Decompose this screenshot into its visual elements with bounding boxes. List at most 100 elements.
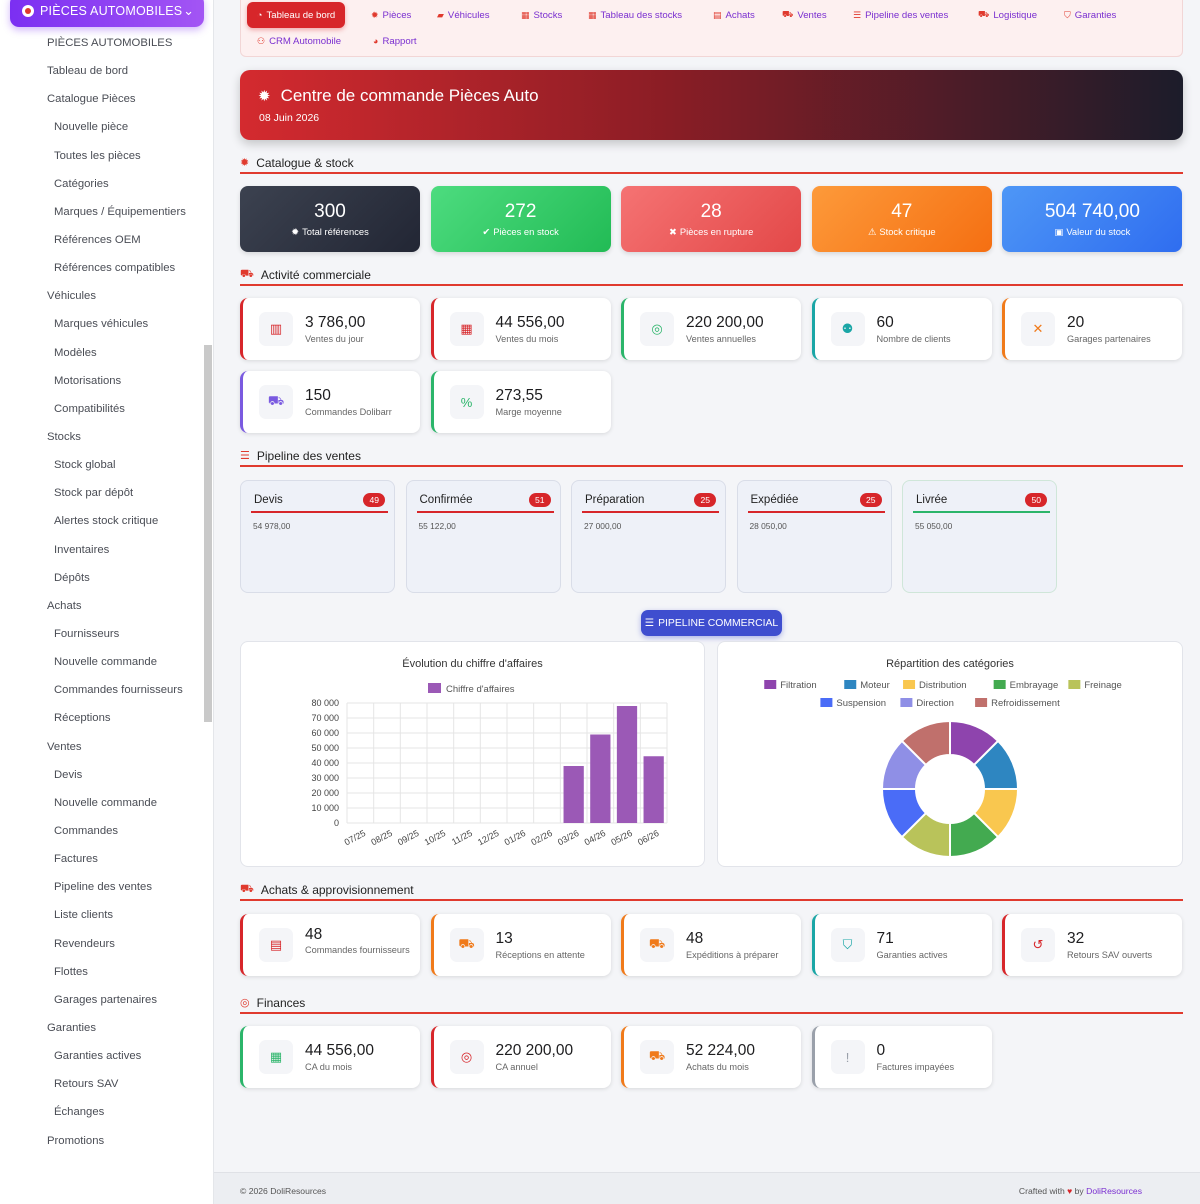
sidebar-item[interactable]: Inventaires <box>0 536 204 564</box>
pipeline-stage-amount: 55 122,00 <box>418 521 456 531</box>
sidebar: PIÈCES AUTOMOBILES ⌄ PIÈCES AUTOMOBILES T… <box>0 0 214 1204</box>
stat-card[interactable]: 47 ⚠ Stock critique <box>811 186 992 252</box>
bar[interactable] <box>643 756 664 823</box>
tab-garanties[interactable]: ⛉ Garanties <box>1056 2 1124 28</box>
pipeline-stage-card[interactable]: Préparation 25 27 000,00 <box>571 480 726 593</box>
pipeline-commercial-button[interactable]: ☰ PIPELINE COMMERCIAL <box>641 610 782 636</box>
pipeline-stage-card[interactable]: Devis 49 54 978,00 <box>240 480 395 593</box>
footer-brand-link[interactable]: DoliResources <box>1086 1186 1142 1196</box>
kpi-card[interactable]: ▦ 44 556,00 Ventes du mois <box>430 298 611 360</box>
sidebar-item[interactable]: Commandes fournisseurs <box>0 676 204 704</box>
kpi-card[interactable]: ⛟ 52 224,00 Achats du mois <box>621 1026 801 1088</box>
legend-item[interactable]: Direction <box>900 698 954 709</box>
stat-value: 47 <box>891 201 913 222</box>
sidebar-item[interactable]: Motorisations <box>0 367 204 395</box>
sidebar-item[interactable]: Achats <box>0 592 204 620</box>
kpi-card[interactable]: ▥ 3 786,00 Ventes du jour <box>240 298 420 360</box>
sidebar-item[interactable]: Stock global <box>0 451 204 479</box>
sidebar-item[interactable]: Alertes stock critique <box>0 507 204 535</box>
sidebar-item[interactable]: Références compatibles <box>0 254 204 282</box>
bar[interactable] <box>590 734 611 824</box>
sidebar-item[interactable]: PIÈCES AUTOMOBILES <box>0 29 204 57</box>
sidebar-item[interactable]: Nouvelle pièce <box>0 113 204 141</box>
sidebar-item[interactable]: Garanties actives <box>0 1042 204 1070</box>
sidebar-item[interactable]: Tableau de bord <box>0 57 204 85</box>
tab-pipeline-des-ventes[interactable]: ☰ Pipeline des ventes <box>845 2 956 28</box>
sidebar-item[interactable]: Promotions <box>0 1126 204 1154</box>
legend-item[interactable]: Refroidissement <box>975 698 1060 709</box>
sidebar-item-label: Pipeline des ventes <box>54 881 152 894</box>
sidebar-item[interactable]: Nouvelle commande <box>0 648 204 676</box>
tab-stocks[interactable]: ▦ Stocks <box>513 2 570 28</box>
kpi-card[interactable]: ✕ 20 Garages partenaires <box>1002 298 1182 360</box>
sidebar-item[interactable]: Liste clients <box>0 901 204 929</box>
kpi-card[interactable]: ◎ 220 200,00 CA annuel <box>430 1026 611 1088</box>
kpi-card[interactable]: ⛟ 48 Expéditions à préparer <box>621 914 801 976</box>
pipeline-stage-card[interactable]: Expédiée 25 28 050,00 <box>736 480 892 593</box>
sidebar-item[interactable]: Catalogue Pièces <box>0 85 204 113</box>
kpi-card[interactable]: ⛟ 13 Réceptions en attente <box>430 914 611 976</box>
sidebar-item[interactable]: Dépôts <box>0 564 204 592</box>
legend-item[interactable]: Embrayage <box>993 680 1059 691</box>
sidebar-item[interactable]: Toutes les pièces <box>0 142 204 170</box>
sidebar-item-label: Fournisseurs <box>54 628 120 641</box>
sidebar-item[interactable]: Nouvelle commande <box>0 789 204 817</box>
kpi-card[interactable]: ▦ 44 556,00 CA du mois <box>240 1026 420 1088</box>
tab-achats[interactable]: ▤ Achats <box>705 2 763 28</box>
legend-item[interactable]: Filtration <box>764 680 817 691</box>
kpi-card[interactable]: ↺ 32 Retours SAV ouverts <box>1002 914 1182 976</box>
tab-logistique[interactable]: ⛟ Logistique <box>970 2 1045 28</box>
sidebar-item[interactable]: Échanges <box>0 1098 204 1126</box>
tab-pièces[interactable]: ✹ Pièces <box>363 2 419 28</box>
sidebar-item[interactable]: Fournisseurs <box>0 620 204 648</box>
kpi-card[interactable]: ⛉ 71 Garanties actives <box>811 914 992 976</box>
sidebar-item[interactable]: Compatibilités <box>0 395 204 423</box>
bar[interactable] <box>563 766 584 823</box>
sidebar-item[interactable]: Marques / Équipementiers <box>0 198 204 226</box>
tab-tableau-de-bord[interactable]: ◔ Tableau de bord <box>247 2 346 28</box>
stat-card[interactable]: 300 ✹ Total références <box>240 186 420 252</box>
sidebar-item[interactable]: Pipeline des ventes <box>0 873 204 901</box>
tab-véhicules[interactable]: ▰ Véhicules <box>429 2 498 28</box>
tab-crm-automobile[interactable]: ⚇ CRM Automobile <box>249 28 349 54</box>
stat-card[interactable]: 504 740,00 ▣ Valeur du stock <box>1002 186 1183 252</box>
pipeline-stage-card[interactable]: Confirmée 51 55 122,00 <box>405 480 561 593</box>
sidebar-item[interactable]: Stock par dépôt <box>0 479 204 507</box>
sidebar-item[interactable]: Commandes <box>0 817 204 845</box>
sidebar-item[interactable]: Véhicules <box>0 282 204 310</box>
legend-item[interactable]: Freinage <box>1068 680 1122 691</box>
sidebar-item[interactable]: Factures <box>0 845 204 873</box>
module-switcher[interactable]: PIÈCES AUTOMOBILES ⌄ <box>10 0 204 27</box>
kpi-card[interactable]: ⛟ 150 Commandes Dolibarr <box>240 371 420 433</box>
sidebar-item[interactable]: Flottes <box>0 958 204 986</box>
sidebar-item[interactable]: Garanties <box>0 1014 204 1042</box>
tab-ventes[interactable]: ⛟ Ventes <box>774 2 835 28</box>
legend-item[interactable]: Suspension <box>820 698 886 709</box>
stat-card[interactable]: 272 ✔ Pièces en stock <box>430 186 611 252</box>
kpi-card[interactable]: % 273,55 Marge moyenne <box>430 371 611 433</box>
sidebar-item[interactable]: Catégories <box>0 170 204 198</box>
donut-slice[interactable] <box>900 719 951 767</box>
kpi-card[interactable]: ▤ 48 Commandes fournisseurs <box>240 914 420 976</box>
tab-rapport[interactable]: ◕ Rapport <box>365 28 425 54</box>
kpi-card[interactable]: ! 0 Factures impayées <box>811 1026 992 1088</box>
kpi-card[interactable]: ⚉ 60 Nombre de clients <box>811 298 992 360</box>
sidebar-item[interactable]: Ventes <box>0 733 204 761</box>
sidebar-item[interactable]: Retours SAV <box>0 1070 204 1098</box>
pipeline-stage-card[interactable]: Livrée 50 55 050,00 <box>902 480 1057 593</box>
sidebar-item[interactable]: Références OEM <box>0 226 204 254</box>
tab-tableau-des-stocks[interactable]: ▦ Tableau des stocks <box>580 2 690 28</box>
sidebar-item[interactable]: Réceptions <box>0 704 204 732</box>
sidebar-item[interactable]: Modèles <box>0 339 204 367</box>
bar[interactable] <box>616 706 638 823</box>
kpi-card[interactable]: ◎ 220 200,00 Ventes annuelles <box>621 298 801 360</box>
legend-item[interactable]: Moteur <box>844 680 890 691</box>
sidebar-item[interactable]: Devis <box>0 761 204 789</box>
sidebar-item[interactable]: Garages partenaires <box>0 986 204 1014</box>
sidebar-item[interactable]: Revendeurs <box>0 930 204 958</box>
sidebar-scrollbar[interactable] <box>204 345 212 722</box>
sidebar-item[interactable]: Marques véhicules <box>0 310 204 338</box>
legend-item[interactable]: Distribution <box>903 680 967 691</box>
sidebar-item[interactable]: Stocks <box>0 423 204 451</box>
stat-card[interactable]: 28 ✖ Pièces en rupture <box>621 186 802 252</box>
